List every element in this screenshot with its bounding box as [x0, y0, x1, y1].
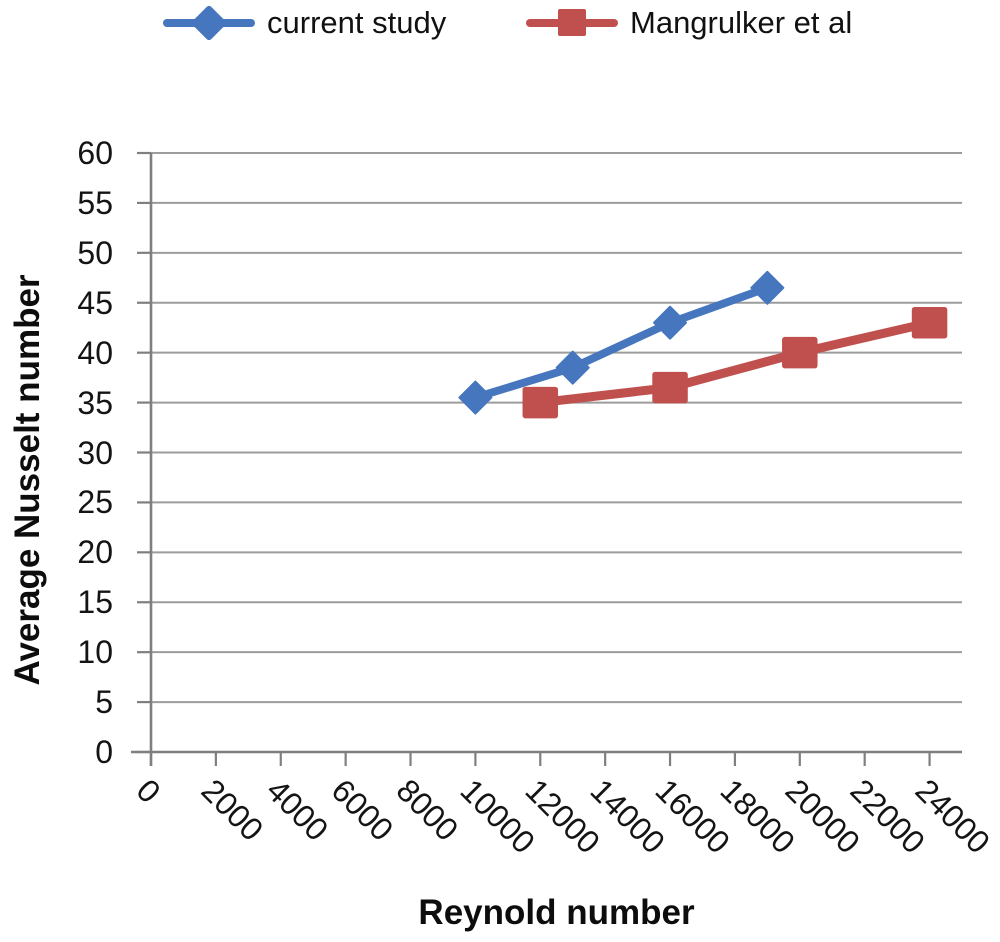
series-line-diamond	[471, 283, 772, 402]
legend-marker-square-icon	[526, 3, 618, 43]
legend-marker-diamond-icon	[163, 3, 255, 43]
legend-label: current study	[267, 5, 447, 40]
legend-item-mangrulker: Mangrulker et al	[526, 2, 852, 44]
x-axis-title: Reynold number	[418, 893, 695, 932]
y-tick-label: 35	[77, 384, 113, 421]
legend-item-current-study: current study	[163, 2, 446, 44]
data-point-diamond	[458, 380, 493, 415]
data-point-square	[911, 306, 948, 339]
data-point-diamond	[555, 350, 590, 385]
y-tick-label: 10	[77, 634, 113, 671]
y-tick-label: 0	[95, 734, 113, 770]
square-icon	[558, 9, 586, 36]
y-tick-label: 5	[95, 684, 113, 721]
y-tick-label: 20	[77, 534, 113, 571]
y-tick-label: 45	[77, 284, 113, 321]
y-tick-label: 25	[77, 484, 113, 521]
y-tick-label: 50	[77, 234, 113, 271]
data-point-square	[782, 336, 818, 369]
y-tick-label: 40	[77, 334, 113, 371]
data-point-diamond	[750, 270, 785, 305]
y-tick-label: 60	[77, 135, 113, 171]
y-tick-label: 30	[77, 434, 113, 471]
data-point-square	[522, 386, 559, 419]
y-tick-label: 15	[77, 584, 113, 621]
legend-label: Mangrulker et al	[630, 5, 853, 40]
series-line-square	[535, 318, 935, 408]
data-point-square	[652, 371, 688, 404]
y-tick-label: 55	[77, 184, 113, 221]
data-point-diamond	[653, 305, 688, 340]
